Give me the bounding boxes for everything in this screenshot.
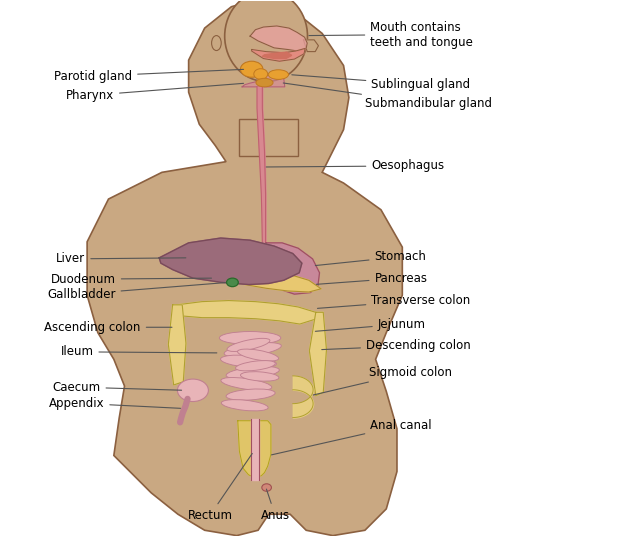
Ellipse shape xyxy=(224,343,282,357)
Text: Ileum: Ileum xyxy=(60,345,217,358)
Ellipse shape xyxy=(227,338,270,351)
Ellipse shape xyxy=(226,389,275,400)
Text: Stomach: Stomach xyxy=(315,250,426,265)
Text: Submandibular gland: Submandibular gland xyxy=(283,83,492,111)
Polygon shape xyxy=(168,305,186,385)
Text: Anus: Anus xyxy=(260,489,290,522)
Polygon shape xyxy=(238,421,271,477)
Polygon shape xyxy=(252,48,305,61)
Ellipse shape xyxy=(256,78,273,87)
Ellipse shape xyxy=(225,0,308,82)
Ellipse shape xyxy=(227,278,239,287)
Ellipse shape xyxy=(212,35,221,50)
Ellipse shape xyxy=(240,372,279,381)
Ellipse shape xyxy=(226,366,279,379)
Text: Transverse colon: Transverse colon xyxy=(318,294,470,308)
Text: Oesophagus: Oesophagus xyxy=(266,159,444,172)
Ellipse shape xyxy=(221,400,268,411)
Text: Duodenum: Duodenum xyxy=(51,273,211,286)
Ellipse shape xyxy=(237,349,278,361)
Ellipse shape xyxy=(219,331,281,344)
Polygon shape xyxy=(234,271,321,292)
Text: Gallbladder: Gallbladder xyxy=(47,282,226,301)
Text: Jejunum: Jejunum xyxy=(315,317,426,331)
Polygon shape xyxy=(310,313,326,396)
Text: Pharynx: Pharynx xyxy=(66,83,244,102)
Ellipse shape xyxy=(254,69,268,79)
Polygon shape xyxy=(173,301,317,324)
Polygon shape xyxy=(242,75,285,87)
Text: Liver: Liver xyxy=(56,252,186,265)
Polygon shape xyxy=(239,119,298,156)
Polygon shape xyxy=(261,243,320,294)
Text: Mouth contains
teeth and tongue: Mouth contains teeth and tongue xyxy=(309,20,473,48)
Ellipse shape xyxy=(178,379,209,402)
Ellipse shape xyxy=(235,361,275,371)
Ellipse shape xyxy=(269,70,288,79)
Ellipse shape xyxy=(221,378,272,390)
Polygon shape xyxy=(159,238,302,285)
Polygon shape xyxy=(262,52,292,59)
Ellipse shape xyxy=(262,484,272,491)
Polygon shape xyxy=(303,40,318,52)
Text: Anal canal: Anal canal xyxy=(272,419,432,455)
Ellipse shape xyxy=(221,355,277,368)
Text: Sublingual gland: Sublingual gland xyxy=(292,75,470,91)
Text: Appendix: Appendix xyxy=(49,397,181,410)
Text: Descending colon: Descending colon xyxy=(321,339,471,352)
Ellipse shape xyxy=(240,61,263,77)
Text: Caecum: Caecum xyxy=(52,381,181,394)
PathPatch shape xyxy=(87,0,402,535)
Text: Ascending colon: Ascending colon xyxy=(44,321,172,334)
Text: Pancreas: Pancreas xyxy=(316,272,427,285)
Text: Parotid gland: Parotid gland xyxy=(54,69,244,83)
Polygon shape xyxy=(250,26,307,51)
Text: Sigmoid colon: Sigmoid colon xyxy=(313,366,452,395)
Polygon shape xyxy=(250,419,259,480)
Text: Rectum: Rectum xyxy=(188,454,252,522)
